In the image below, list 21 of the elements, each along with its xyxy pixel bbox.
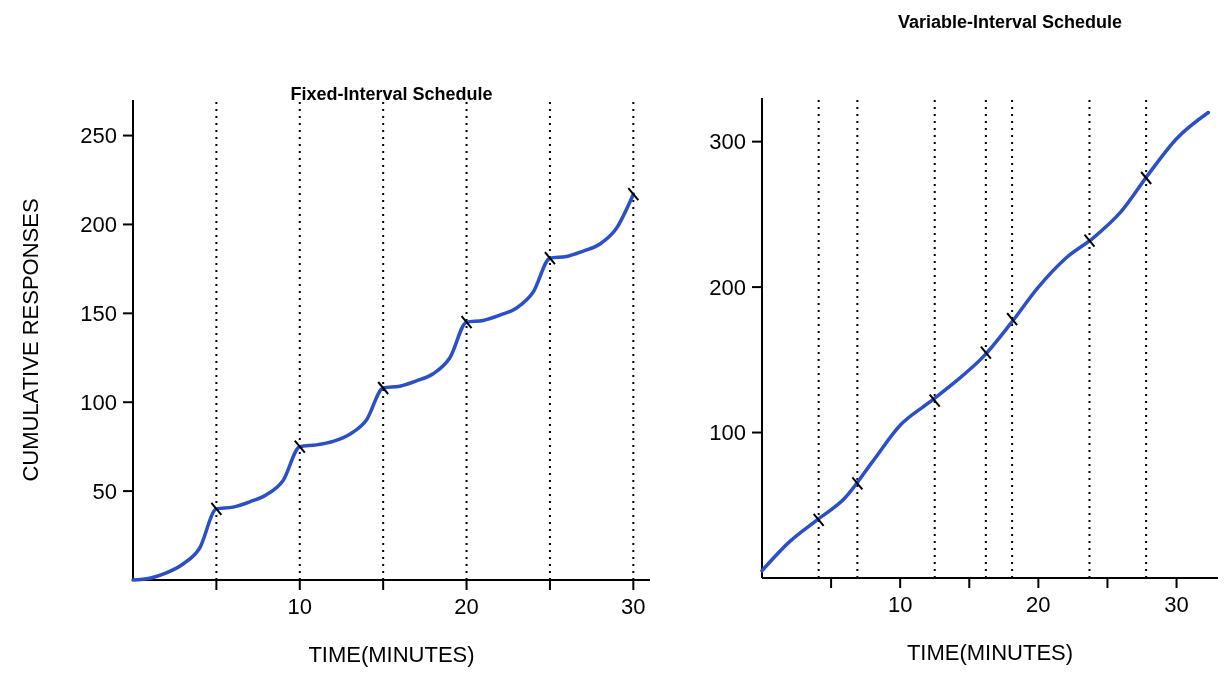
x-axis-title: TIME(MINUTES): [906, 640, 1074, 665]
line-series: [131, 192, 636, 582]
x-tick-label: 20: [1026, 592, 1051, 617]
x-tick-label: 10: [287, 594, 313, 619]
x-axis-title: TIME(MINUTES): [308, 642, 475, 667]
y-tick-label: 50: [92, 478, 117, 504]
x-tick-label: 20: [454, 594, 479, 619]
y-tick-label: 300: [709, 129, 746, 155]
line-series: [760, 110, 1211, 573]
chart-title: Variable-Interval Schedule: [897, 12, 1123, 32]
y-tick-label: 100: [80, 389, 117, 415]
x-tick-label: 30: [1164, 592, 1189, 617]
x-tick-label: 30: [621, 594, 646, 619]
y-axis-title: CUMULATIVE RESPONSES: [18, 198, 43, 482]
y-tick-label: 250: [80, 123, 117, 149]
y-tick-label: 100: [709, 420, 746, 446]
y-tick-label: 200: [709, 274, 746, 300]
y-tick-label: 150: [80, 301, 117, 327]
chart-title: Fixed-Interval Schedule: [290, 84, 493, 104]
x-tick-label: 10: [887, 592, 913, 617]
y-tick-label: 200: [80, 212, 117, 238]
